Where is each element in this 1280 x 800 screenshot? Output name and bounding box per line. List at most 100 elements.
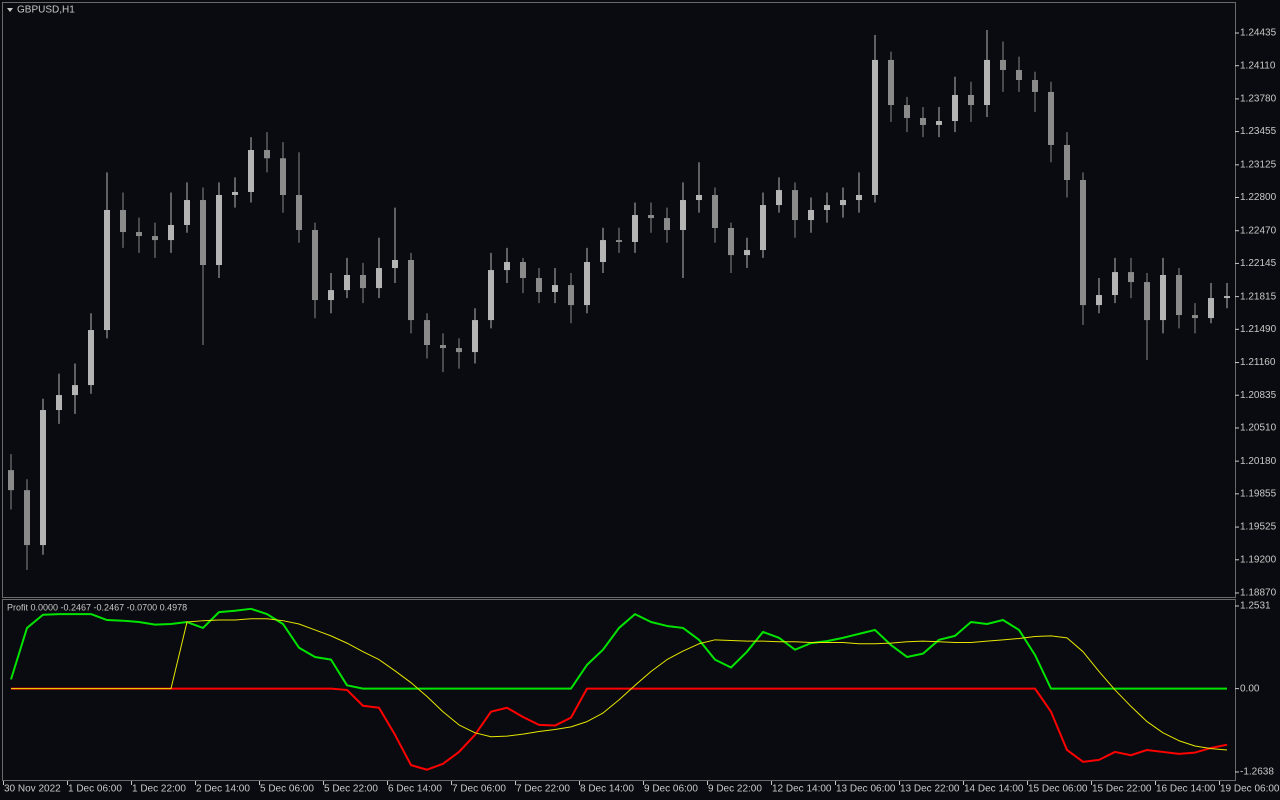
- indicator-line: [11, 618, 1228, 751]
- candle-body: [456, 348, 462, 353]
- candle-body: [1160, 274, 1166, 321]
- x-tick-label: 16 Dec 14:00: [1156, 784, 1216, 795]
- candle-body: [744, 250, 750, 256]
- x-tick-label: 30 Nov 2022: [4, 784, 61, 795]
- y-tick-label: 1.21160: [1240, 357, 1276, 368]
- candle-body: [680, 200, 686, 231]
- candle-body: [728, 228, 734, 256]
- y-tick-label: 1.20510: [1240, 423, 1277, 434]
- candle-body: [56, 395, 62, 411]
- x-tick-label: 15 Dec 22:00: [1092, 784, 1152, 795]
- x-tick-label: 13 Dec 06:00: [836, 784, 896, 795]
- candle-body: [376, 268, 382, 289]
- candle-body: [424, 320, 430, 346]
- x-tick-label: 14 Dec 14:00: [964, 784, 1024, 795]
- y-tick-label: 1.23125: [1240, 159, 1277, 170]
- candle-body: [232, 191, 238, 195]
- candle-body: [1224, 296, 1230, 299]
- y-tick-label: 1.23455: [1240, 126, 1277, 137]
- candle-body: [808, 209, 814, 221]
- y-tick-label: 1.20835: [1240, 390, 1277, 401]
- y-tick-label: 1.2531: [1240, 601, 1271, 612]
- candle-body: [888, 59, 894, 106]
- candle-body: [712, 194, 718, 229]
- candle-body: [984, 59, 990, 106]
- candle-body: [280, 158, 286, 195]
- candle-body: [920, 118, 926, 125]
- x-tick-label: 5 Dec 22:00: [324, 784, 378, 795]
- candle-body: [520, 262, 526, 279]
- candle-body: [328, 290, 334, 301]
- candle-body: [648, 215, 654, 219]
- y-tick-label: 0.00: [1240, 683, 1260, 694]
- y-tick-label: 1.21815: [1240, 291, 1277, 302]
- candle-body: [1112, 272, 1118, 296]
- x-tick-label: 1 Dec 06:00: [68, 784, 122, 795]
- y-tick-label: 1.18870: [1240, 588, 1277, 599]
- candle-body: [904, 105, 910, 119]
- candle-body: [968, 94, 974, 106]
- candle-body: [776, 190, 782, 206]
- candle-body: [312, 230, 318, 301]
- candle-body: [168, 224, 174, 241]
- candle-body: [1080, 180, 1086, 306]
- candle-body: [1208, 298, 1214, 319]
- y-tick-label: 1.21490: [1240, 324, 1277, 335]
- y-tick-label: 1.23780: [1240, 94, 1277, 105]
- y-tick-label: -1.2638: [1240, 767, 1274, 778]
- x-tick-label: 1 Dec 22:00: [132, 784, 186, 795]
- candle-body: [872, 59, 878, 195]
- x-tick-label: 6 Dec 14:00: [388, 784, 442, 795]
- candle-body: [440, 345, 446, 349]
- candle-body: [216, 194, 222, 266]
- candle-body: [1032, 79, 1038, 92]
- candle-body: [1000, 59, 1006, 71]
- candle-body: [696, 194, 702, 201]
- indicator-line: [11, 687, 1228, 771]
- candle-body: [72, 385, 78, 396]
- candle-body: [88, 330, 94, 386]
- y-tick-label: 1.22470: [1240, 225, 1277, 236]
- candle-body: [584, 262, 590, 306]
- candle-body: [392, 260, 398, 269]
- candle-body: [632, 215, 638, 242]
- candle-body: [760, 205, 766, 251]
- indicator-line: [10, 607, 1227, 690]
- candle-body: [248, 150, 254, 192]
- y-tick-label: 1.19855: [1240, 488, 1277, 499]
- candle-body: [856, 194, 862, 201]
- candle-body: [824, 205, 830, 210]
- indicator-title: Profit 0.0000 -0.2467 -0.2467 -0.0700 0.…: [7, 602, 187, 612]
- y-tick-label: 1.19200: [1240, 554, 1277, 565]
- menu-arrow: [7, 8, 13, 12]
- candle-body: [8, 470, 14, 491]
- x-tick-label: 7 Dec 06:00: [452, 784, 506, 795]
- candle-body: [600, 240, 606, 263]
- x-tick-label: 12 Dec 14:00: [772, 784, 832, 795]
- candle-body: [504, 262, 510, 271]
- candle-body: [200, 200, 206, 266]
- x-tick-label: 2 Dec 14:00: [196, 784, 250, 795]
- candle-body: [152, 236, 158, 241]
- candle-body: [24, 490, 30, 546]
- candle-body: [792, 190, 798, 221]
- candle-body: [408, 260, 414, 321]
- x-tick-label: 13 Dec 22:00: [900, 784, 960, 795]
- candle-body: [664, 218, 670, 231]
- x-tick-label: 15 Dec 06:00: [1028, 784, 1088, 795]
- chart-title: GBPUSD,H1: [17, 5, 75, 16]
- candle-body: [568, 285, 574, 306]
- y-tick-label: 1.22800: [1240, 192, 1277, 203]
- x-tick-label: 19 Dec 06:00: [1220, 784, 1280, 795]
- candle-body: [104, 209, 110, 331]
- y-tick-label: 1.22145: [1240, 258, 1277, 269]
- candle-body: [952, 94, 958, 122]
- y-tick-label: 1.19525: [1240, 522, 1277, 533]
- candle-body: [616, 240, 622, 242]
- x-tick-label: 5 Dec 06:00: [260, 784, 314, 795]
- candle-body: [536, 278, 542, 293]
- x-tick-label: 9 Dec 06:00: [644, 784, 698, 795]
- candle-body: [1144, 282, 1150, 321]
- candle-body: [184, 200, 190, 225]
